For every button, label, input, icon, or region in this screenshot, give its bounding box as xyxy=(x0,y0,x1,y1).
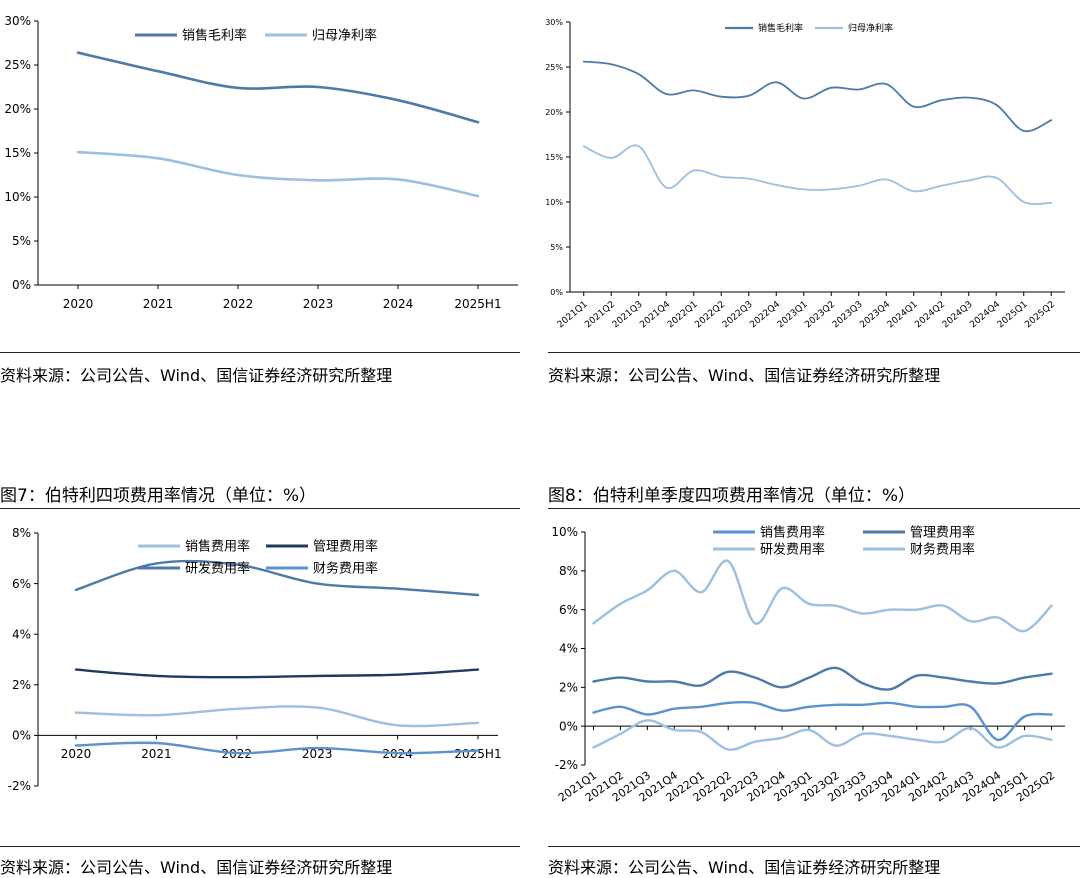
series-line-2 xyxy=(74,668,480,679)
x-tick-label: 2024 xyxy=(383,297,414,311)
chart-gross-net-margin-annual: 0% 5% 10% 15% 20% 25% 30% 2020 2021 2022 2023 2024 2… xyxy=(4,14,518,311)
x-tick-label: 2022Q1 xyxy=(666,300,700,331)
y-tick-label: -2% xyxy=(555,758,578,772)
x-tick-label: 2021Q3 xyxy=(611,300,645,331)
y-tick-label: 15% xyxy=(4,146,31,160)
series-line-4 xyxy=(592,719,1053,751)
y-tick-label: 10% xyxy=(551,525,578,539)
y-tick-label: 25% xyxy=(545,63,563,72)
source-note-br: 资料来源：公司公告、Wind、国信证券经济研究所整理 xyxy=(548,858,941,877)
y-tick-label: 10% xyxy=(545,198,563,207)
series-line-1 xyxy=(582,60,1053,133)
x-tick-label: 2023Q2 xyxy=(803,300,837,331)
x-tick-label: 2025H1 xyxy=(454,747,501,761)
x-tick-label: 2022Q2 xyxy=(693,300,727,331)
series-line-2 xyxy=(592,666,1053,691)
series-line-1 xyxy=(74,705,480,728)
series-line-3 xyxy=(74,559,480,597)
y-tick-label: 6% xyxy=(559,603,578,617)
y-tick-label: 25% xyxy=(4,58,31,72)
series-line-1 xyxy=(76,51,480,124)
y-tick-label: 2% xyxy=(12,678,31,692)
legend-label-1: 销售费用率 xyxy=(185,539,250,555)
legend-label-1: 销售毛利率 xyxy=(758,22,803,34)
x-tick-label: 2025Q2 xyxy=(1023,300,1057,331)
y-tick-label: 0% xyxy=(12,278,31,292)
y-tick-label: 30% xyxy=(4,14,31,28)
x-tick-label: 2021 xyxy=(141,747,172,761)
x-tick-label: 2021 xyxy=(143,297,174,311)
legend-label-1: 销售费用率 xyxy=(760,525,825,541)
legend-label-2: 管理费用率 xyxy=(313,539,378,555)
source-rule-tr xyxy=(548,352,1080,353)
title-rule-fig8 xyxy=(548,508,1080,509)
legend-label-3: 研发费用率 xyxy=(760,542,825,558)
legend-label-2: 管理费用率 xyxy=(910,525,975,541)
x-tick-label: 2025H1 xyxy=(454,297,501,311)
legend-label-2: 归母净利率 xyxy=(848,22,893,34)
y-tick-label: 0% xyxy=(559,719,578,733)
x-tick-label: 2020 xyxy=(63,297,94,311)
legend-label-4: 财务费用率 xyxy=(910,542,975,558)
y-tick-label: 8% xyxy=(12,526,31,540)
source-note-bl: 资料来源：公司公告、Wind、国信证券经济研究所整理 xyxy=(0,858,393,877)
series-line-2 xyxy=(76,150,480,198)
x-tick-label: 2023 xyxy=(302,747,333,761)
x-tick-label: 2020 xyxy=(61,747,92,761)
x-tick-label: 2024Q3 xyxy=(941,300,975,331)
y-tick-label: 0% xyxy=(550,288,563,297)
legend-label-3: 研发费用率 xyxy=(185,561,250,577)
x-tick-label: 2022Q3 xyxy=(721,300,755,331)
y-tick-label: 8% xyxy=(559,564,578,578)
y-tick-label: 20% xyxy=(4,102,31,116)
chart-expense-ratios-quarterly: -2%0%2%4%6%8%10%2021Q12021Q22021Q32021Q4… xyxy=(551,525,1065,804)
y-tick-label: 20% xyxy=(545,108,563,117)
source-rule-tl xyxy=(0,352,520,353)
x-tick-label: 2025Q1 xyxy=(996,300,1030,331)
legend-label-2: 归母净利率 xyxy=(312,28,377,44)
x-tick-label: 2024Q1 xyxy=(886,300,920,331)
legend-label-4: 财务费用率 xyxy=(313,561,378,577)
x-tick-label: 2023 xyxy=(303,297,334,311)
source-rule-bl xyxy=(0,846,520,847)
source-rule-br xyxy=(548,846,1080,847)
y-tick-label: 4% xyxy=(559,642,578,656)
source-note-tr: 资料来源：公司公告、Wind、国信证券经济研究所整理 xyxy=(548,366,941,385)
series-line-2 xyxy=(582,144,1053,206)
series-line-3 xyxy=(592,559,1053,633)
y-tick-label: 2% xyxy=(559,681,578,695)
figure-8-title: 图8：伯特利单季度四项费用率情况（单位：%） xyxy=(548,486,915,506)
y-tick-label: -2% xyxy=(8,779,31,793)
y-tick-label: 30% xyxy=(545,18,563,27)
source-note-tl: 资料来源：公司公告、Wind、国信证券经济研究所整理 xyxy=(0,366,393,385)
series-line-4 xyxy=(74,741,480,755)
legend-label-1: 销售毛利率 xyxy=(182,28,247,44)
x-tick-label: 2024Q2 xyxy=(913,300,947,331)
figure-7-title: 图7：伯特利四项费用率情况（单位：%） xyxy=(0,486,316,506)
y-tick-label: 6% xyxy=(12,577,31,591)
series-line-1 xyxy=(592,700,1053,741)
y-tick-label: 0% xyxy=(12,729,31,743)
y-tick-label: 5% xyxy=(12,234,31,248)
y-tick-label: 10% xyxy=(4,190,31,204)
x-tick-label: 2021Q2 xyxy=(583,300,617,331)
x-tick-label: 2023Q1 xyxy=(776,300,810,331)
x-tick-label: 2022 xyxy=(223,297,254,311)
y-tick-label: 15% xyxy=(545,153,563,162)
y-tick-label: 5% xyxy=(550,243,563,252)
title-rule-fig7 xyxy=(0,508,520,509)
x-tick-label: 2021Q1 xyxy=(556,300,590,331)
y-tick-label: 4% xyxy=(12,627,31,641)
chart-expense-ratios-annual: -2%0%2%4%6%8%2020 2021 2022 2023 2024 2025H1销… xyxy=(8,526,502,793)
x-tick-label: 2023Q3 xyxy=(831,300,865,331)
